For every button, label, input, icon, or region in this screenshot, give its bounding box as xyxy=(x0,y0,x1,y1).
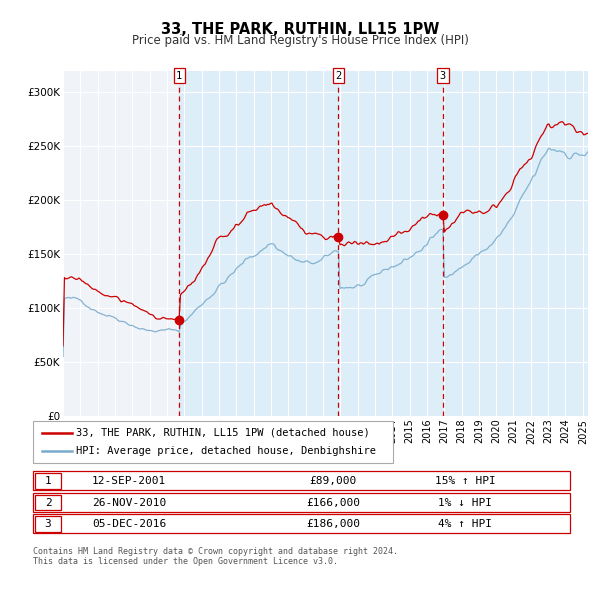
Text: Contains HM Land Registry data © Crown copyright and database right 2024.
This d: Contains HM Land Registry data © Crown c… xyxy=(33,547,398,566)
Text: 4% ↑ HPI: 4% ↑ HPI xyxy=(438,519,492,529)
Text: 33, THE PARK, RUTHIN, LL15 1PW (detached house): 33, THE PARK, RUTHIN, LL15 1PW (detached… xyxy=(76,428,370,438)
Text: HPI: Average price, detached house, Denbighshire: HPI: Average price, detached house, Denb… xyxy=(76,446,376,456)
Text: £186,000: £186,000 xyxy=(306,519,360,529)
Bar xyxy=(179,71,588,416)
Text: £166,000: £166,000 xyxy=(306,498,360,507)
Text: 26-NOV-2010: 26-NOV-2010 xyxy=(92,498,166,507)
Text: £89,000: £89,000 xyxy=(310,476,356,486)
Text: 33, THE PARK, RUTHIN, LL15 1PW: 33, THE PARK, RUTHIN, LL15 1PW xyxy=(161,22,439,37)
Text: 3: 3 xyxy=(440,71,446,81)
Text: 05-DEC-2016: 05-DEC-2016 xyxy=(92,519,166,529)
Text: 12-SEP-2001: 12-SEP-2001 xyxy=(92,476,166,486)
Text: 2: 2 xyxy=(335,71,341,81)
Text: 3: 3 xyxy=(44,519,52,529)
Text: 1: 1 xyxy=(44,476,52,486)
Text: Price paid vs. HM Land Registry's House Price Index (HPI): Price paid vs. HM Land Registry's House … xyxy=(131,34,469,47)
Text: 1% ↓ HPI: 1% ↓ HPI xyxy=(438,498,492,507)
Text: 15% ↑ HPI: 15% ↑ HPI xyxy=(434,476,496,486)
Text: 2: 2 xyxy=(44,498,52,507)
Text: 1: 1 xyxy=(176,71,182,81)
